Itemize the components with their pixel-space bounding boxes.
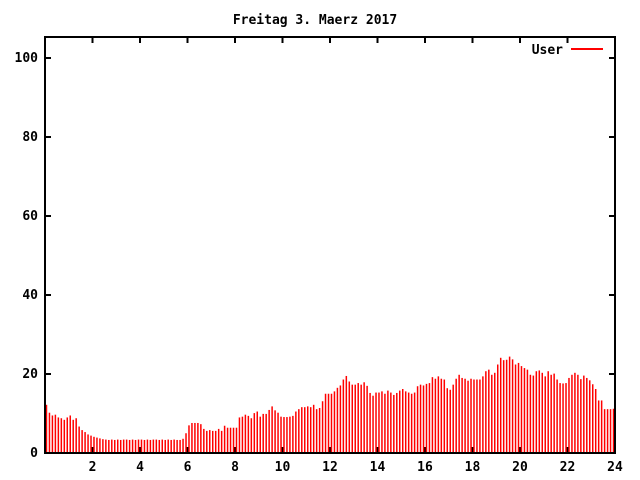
x-tick-label: 20 [512, 460, 528, 475]
y-tick-label: 100 [15, 51, 39, 66]
x-tick-labels: 2 4 6 8 10 12 14 16 18 20 22 24 [89, 460, 623, 475]
x-tick-label: 12 [322, 460, 338, 475]
x-tick-label: 4 [136, 460, 144, 475]
y-tick-label: 40 [22, 288, 38, 303]
x-tick-label: 18 [465, 460, 481, 475]
y-tick-label: 80 [22, 130, 38, 145]
x-tick-label: 24 [607, 460, 623, 475]
x-tick-label: 2 [89, 460, 97, 475]
y-tick-label: 20 [22, 367, 38, 382]
y-tick-label: 0 [30, 446, 38, 461]
x-tick-label: 8 [231, 460, 239, 475]
y-tick-label: 60 [22, 209, 38, 224]
bars-series-user [45, 356, 615, 453]
y-tick-labels: 0 20 40 60 80 100 [15, 51, 39, 461]
x-tick-label: 14 [370, 460, 386, 475]
legend-label-user: User [532, 43, 563, 58]
chart-title: Freitag 3. Maerz 2017 [233, 13, 397, 28]
plot-border [44, 36, 616, 454]
x-tick-label: 16 [417, 460, 433, 475]
x-tick-label: 6 [184, 460, 192, 475]
x-tick-label: 10 [275, 460, 291, 475]
x-tick-label: 22 [560, 460, 576, 475]
tick-marks [45, 37, 616, 454]
